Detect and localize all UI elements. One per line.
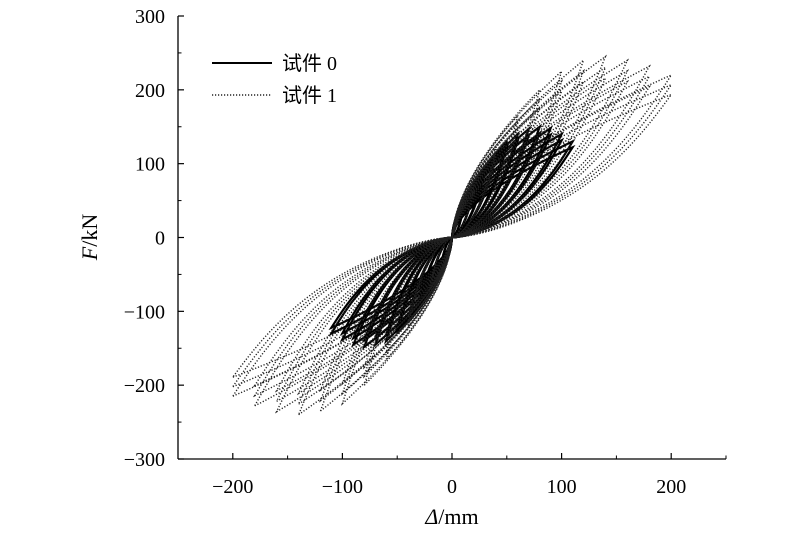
series-1-cycle-8 [252,74,652,398]
series-1-cycle-6 [296,76,607,396]
x-tick-label: 200 [656,476,686,498]
series-1-loops [230,54,674,417]
series-1-cycle-5 [318,79,586,393]
x-axis-symbol: Δ [424,504,438,529]
x-tick-label: −200 [212,476,253,498]
y-axis-symbol: F [77,246,102,261]
y-axis-label: F/kN [77,214,102,262]
y-tick-label: −200 [124,375,165,397]
x-tick-label: −100 [322,476,363,498]
series-1-cycle-7 [274,58,630,414]
series-1-cycle-4 [340,69,564,406]
y-tick-label: −100 [124,301,165,323]
y-tick-label: 200 [135,80,165,102]
x-axis-unit: /mm [438,504,478,529]
series-1-cycle-3 [362,96,542,379]
series-1-cycle-7 [274,79,630,393]
x-tick-label: 0 [447,476,457,498]
series-1-cycle-7 [274,69,630,404]
y-tick-label: 300 [135,6,165,28]
y-tick-label: 100 [135,154,165,176]
series-1-cycle-9 [230,73,674,398]
series-0-cycle-10 [328,144,576,331]
series-1-cycle-8 [252,64,652,408]
series-1-cycle-9 [230,83,674,389]
legend: 试件 0 试件 1 [212,52,337,107]
y-tick-label: −300 [124,449,165,471]
legend-label-series-0: 试件 0 [282,52,337,75]
series-1-cycle-6 [297,54,607,417]
y-axis-unit: /kN [77,214,102,247]
y-tick-label: 0 [155,228,165,250]
series-1-cycle-5 [318,68,586,403]
x-tick-label: 100 [547,476,577,498]
legend-label-series-1: 试件 1 [282,84,337,107]
series-1-cycle-8 [252,85,652,388]
x-axis-label: Δ/mm [424,504,478,529]
